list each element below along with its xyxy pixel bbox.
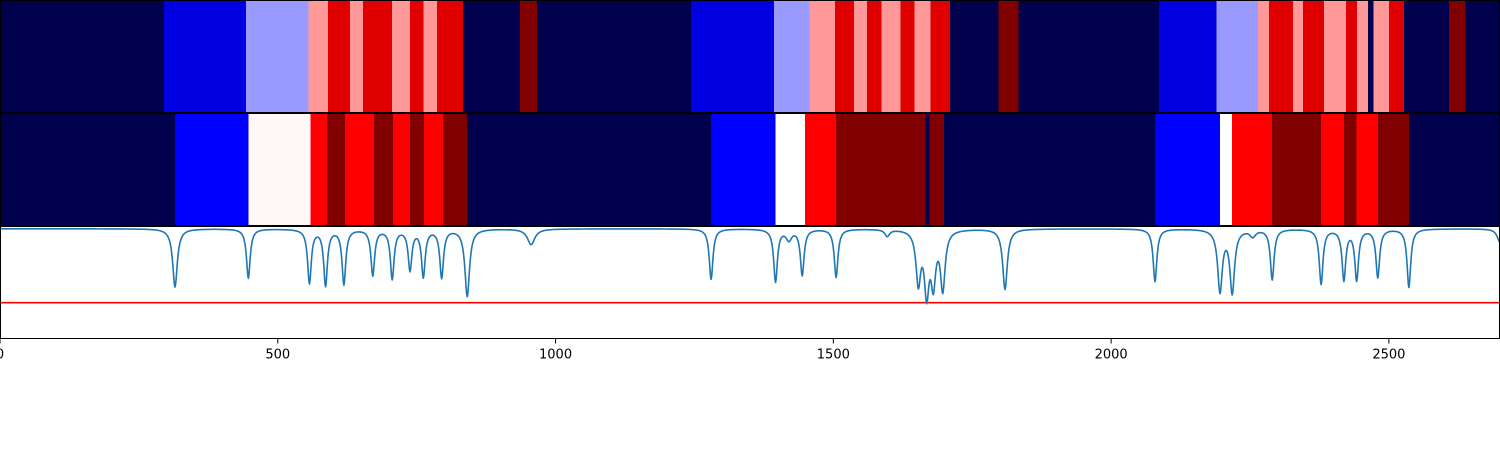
heatmap-bottom — [0, 113, 1500, 226]
heatmap-cell — [1357, 0, 1369, 113]
heatmap-cell — [410, 0, 424, 113]
heatmap-cell — [1367, 0, 1374, 113]
heatmap-cell — [1257, 0, 1270, 113]
heatmap-cell — [0, 113, 176, 226]
heatmap-cell — [467, 113, 712, 226]
heatmap-cell — [1343, 113, 1358, 226]
heatmap-cell — [1302, 0, 1325, 113]
heatmap-cell — [1373, 0, 1390, 113]
heatmap-cell — [711, 113, 777, 226]
heatmap-cell — [950, 0, 999, 113]
x-tick-label: 2000 — [1095, 348, 1128, 363]
heatmap-cell — [362, 0, 393, 113]
heatmap-cell — [1232, 113, 1273, 226]
heatmap-cell — [0, 0, 165, 113]
heatmap-cell — [835, 0, 855, 113]
heatmap-top — [0, 0, 1500, 113]
x-tick-label: 0 — [0, 348, 4, 363]
heatmap-cell — [867, 0, 883, 113]
heatmap-cell — [1321, 113, 1345, 226]
heatmap-cell — [943, 113, 1156, 226]
heatmap-cell — [1408, 113, 1500, 226]
line-plot-background — [0, 226, 1500, 339]
heatmap-cell — [853, 0, 868, 113]
heatmap-cell — [1388, 0, 1405, 113]
heatmap-cell — [1356, 113, 1379, 226]
heatmap-cell — [246, 0, 309, 113]
heatmap-cell — [1292, 0, 1304, 113]
heatmap-cell — [373, 113, 394, 226]
heatmap-cell — [310, 113, 328, 226]
x-tick-label: 500 — [265, 348, 290, 363]
heatmap-cell — [423, 0, 438, 113]
heatmap-cell — [900, 0, 916, 113]
heatmap-cell — [914, 0, 932, 113]
heatmap-cell — [881, 0, 902, 113]
heatmap-cell — [345, 113, 375, 226]
heatmap-cell — [327, 113, 346, 226]
heatmap-cell — [410, 113, 425, 226]
heatmap-cell — [1216, 0, 1259, 113]
heatmap-cell — [462, 0, 521, 113]
heatmap-cell — [520, 0, 538, 113]
heatmap-cell — [163, 0, 247, 113]
heatmap-cell — [392, 0, 411, 113]
heatmap-cell — [773, 0, 811, 113]
x-tick-label: 2500 — [1372, 348, 1405, 363]
heatmap-cell — [248, 113, 312, 226]
heatmap-cell — [308, 0, 329, 113]
heatmap-cell — [437, 0, 464, 113]
heatmap-cell — [392, 113, 411, 226]
heatmap-cell — [691, 0, 775, 113]
heatmap-cell — [1377, 113, 1410, 226]
heatmap-cell — [998, 0, 1019, 113]
heatmap-cell — [350, 0, 364, 113]
line-plot-panel — [0, 226, 1500, 339]
heatmap-cell — [1220, 113, 1233, 226]
heatmap-cell — [1155, 113, 1221, 226]
heatmap-cell — [1158, 0, 1218, 113]
x-tick-label: 1000 — [539, 348, 572, 363]
x-tick-label: 1500 — [817, 348, 850, 363]
heatmap-cell — [327, 0, 351, 113]
heatmap-cell — [775, 113, 806, 226]
heatmap-cell — [1346, 0, 1358, 113]
heatmap-cell — [1465, 0, 1500, 113]
heatmap-cell — [175, 113, 249, 226]
heatmap-cell — [809, 0, 836, 113]
heatmap-cell — [836, 113, 927, 226]
heatmap-cell — [930, 0, 951, 113]
heatmap-cell — [1268, 0, 1294, 113]
heatmap-cell — [929, 113, 945, 226]
heatmap-cell — [423, 113, 444, 226]
heatmap-cell — [1272, 113, 1322, 226]
heatmap-cell — [1448, 0, 1467, 113]
heatmap-cell — [537, 0, 692, 113]
heatmap-cell — [442, 113, 468, 226]
heatmap-cell — [925, 113, 931, 226]
heatmap-cell — [1018, 0, 1160, 113]
signal-line — [0, 227, 1500, 305]
x-axis: 0 500 1000 1500 2000 2500 — [0, 338, 1405, 363]
heatmap-cell — [1323, 0, 1347, 113]
heatmap-cell — [805, 113, 837, 226]
heatmap-cell — [1403, 0, 1450, 113]
